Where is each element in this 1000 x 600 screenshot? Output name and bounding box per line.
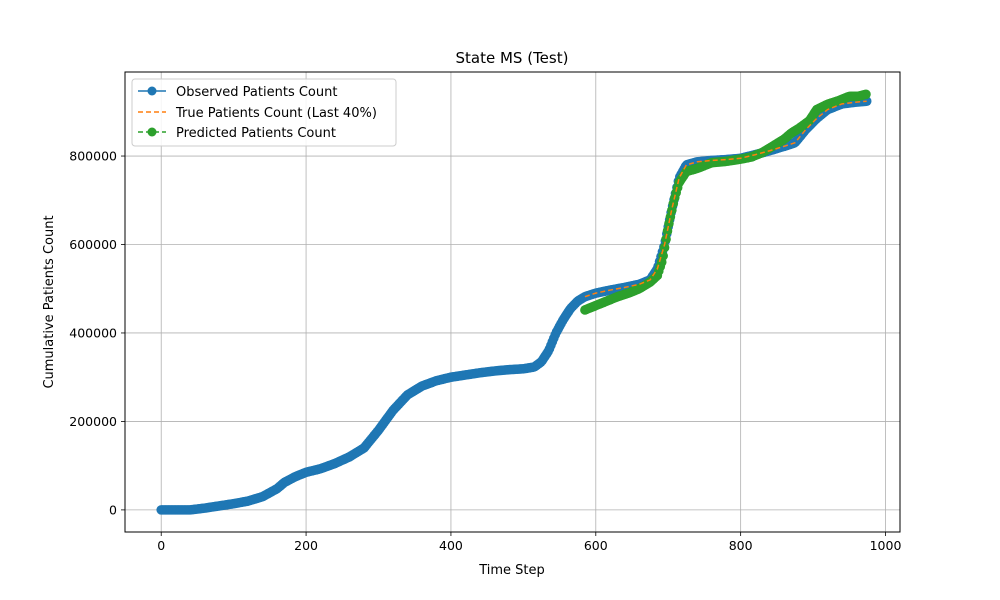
legend-box bbox=[131, 78, 397, 147]
marker-predicted bbox=[861, 89, 871, 100]
series-true bbox=[584, 100, 867, 298]
x-axis-label: Time Step bbox=[478, 563, 545, 578]
x-tick-label: 200 bbox=[294, 538, 318, 553]
series-line-predicted bbox=[584, 93, 867, 311]
marker-predicted bbox=[661, 234, 671, 245]
legend: Observed Patients Count True Patients Co… bbox=[131, 78, 397, 147]
x-tick-label: 800 bbox=[729, 538, 753, 553]
y-tick-label: 400000 bbox=[69, 325, 117, 340]
legend-predicted-label: Predicted Patients Count bbox=[176, 126, 336, 141]
plot-frame bbox=[124, 71, 901, 533]
y-axis-label: Cumulative Patients Count bbox=[42, 215, 57, 388]
series-predicted bbox=[580, 89, 871, 315]
x-tick-label: 0 bbox=[157, 538, 165, 553]
legend-observed-label: Observed Patients Count bbox=[176, 85, 337, 100]
y-tick-label: 0 bbox=[109, 502, 117, 517]
marker-predicted bbox=[662, 226, 673, 236]
x-tick-label: 1000 bbox=[870, 538, 902, 553]
ticks-layer: 0 200 400 600 800 1000 0 200000 400000 600000 8000… bbox=[69, 149, 901, 553]
x-tick-label: 600 bbox=[584, 538, 608, 553]
series-observed bbox=[156, 96, 872, 515]
y-tick-label: 800000 bbox=[69, 149, 117, 164]
legend-predicted-marker bbox=[147, 127, 157, 137]
y-tick-label: 600000 bbox=[69, 237, 117, 252]
series-layer bbox=[156, 89, 872, 515]
series-line-true bbox=[584, 100, 867, 298]
y-tick-label: 200000 bbox=[69, 414, 117, 429]
chart-title: State MS (Test) bbox=[456, 49, 569, 67]
x-tick-label: 400 bbox=[439, 538, 463, 553]
grid-layer bbox=[125, 72, 900, 532]
series-line-observed bbox=[161, 100, 867, 511]
legend-observed-marker bbox=[147, 86, 157, 96]
legend-true-label: True Patients Count (Last 40%) bbox=[175, 106, 377, 121]
